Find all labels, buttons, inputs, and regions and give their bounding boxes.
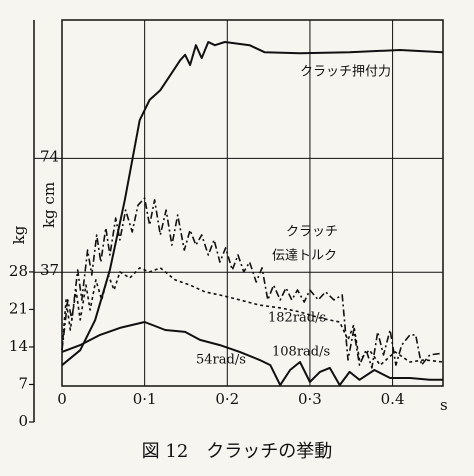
series-line (61, 41, 444, 366)
series-line (61, 267, 444, 366)
series-line (61, 321, 443, 387)
y2-axis-label: kg (10, 225, 28, 244)
series-label: クラッチ押付力 (300, 65, 391, 80)
annotation: クラッチ (286, 225, 338, 240)
y2-tick-label: 0 (18, 412, 28, 430)
annotation: 伝達トルク (272, 249, 337, 264)
series-label: 108rad/s (272, 345, 330, 360)
x-tick-label: 0·2 (215, 390, 239, 408)
y2-tick-label: 21 (9, 299, 28, 317)
x-tick-label: 0·3 (298, 390, 322, 408)
series-label: 182rad/s (268, 311, 326, 326)
series-label: 54rad/s (196, 353, 246, 368)
y-tick-label: 37 (40, 261, 59, 279)
y-tick-label: 74 (40, 147, 59, 165)
y-axis-label: kg cm (40, 182, 58, 228)
caption: 図 12 クラッチの挙動 (142, 441, 333, 462)
y2-tick-label: 14 (9, 337, 28, 355)
x-tick-label: 0 (57, 390, 67, 408)
series-line (61, 197, 444, 369)
y2-tick-label: 7 (18, 374, 28, 392)
y2-tick-label: 28 (9, 262, 28, 280)
x-axis-label: s (440, 396, 448, 414)
x-tick-label: 0.4 (381, 390, 405, 408)
x-tick-label: 0·1 (133, 390, 157, 408)
plot-frame (61, 19, 444, 387)
